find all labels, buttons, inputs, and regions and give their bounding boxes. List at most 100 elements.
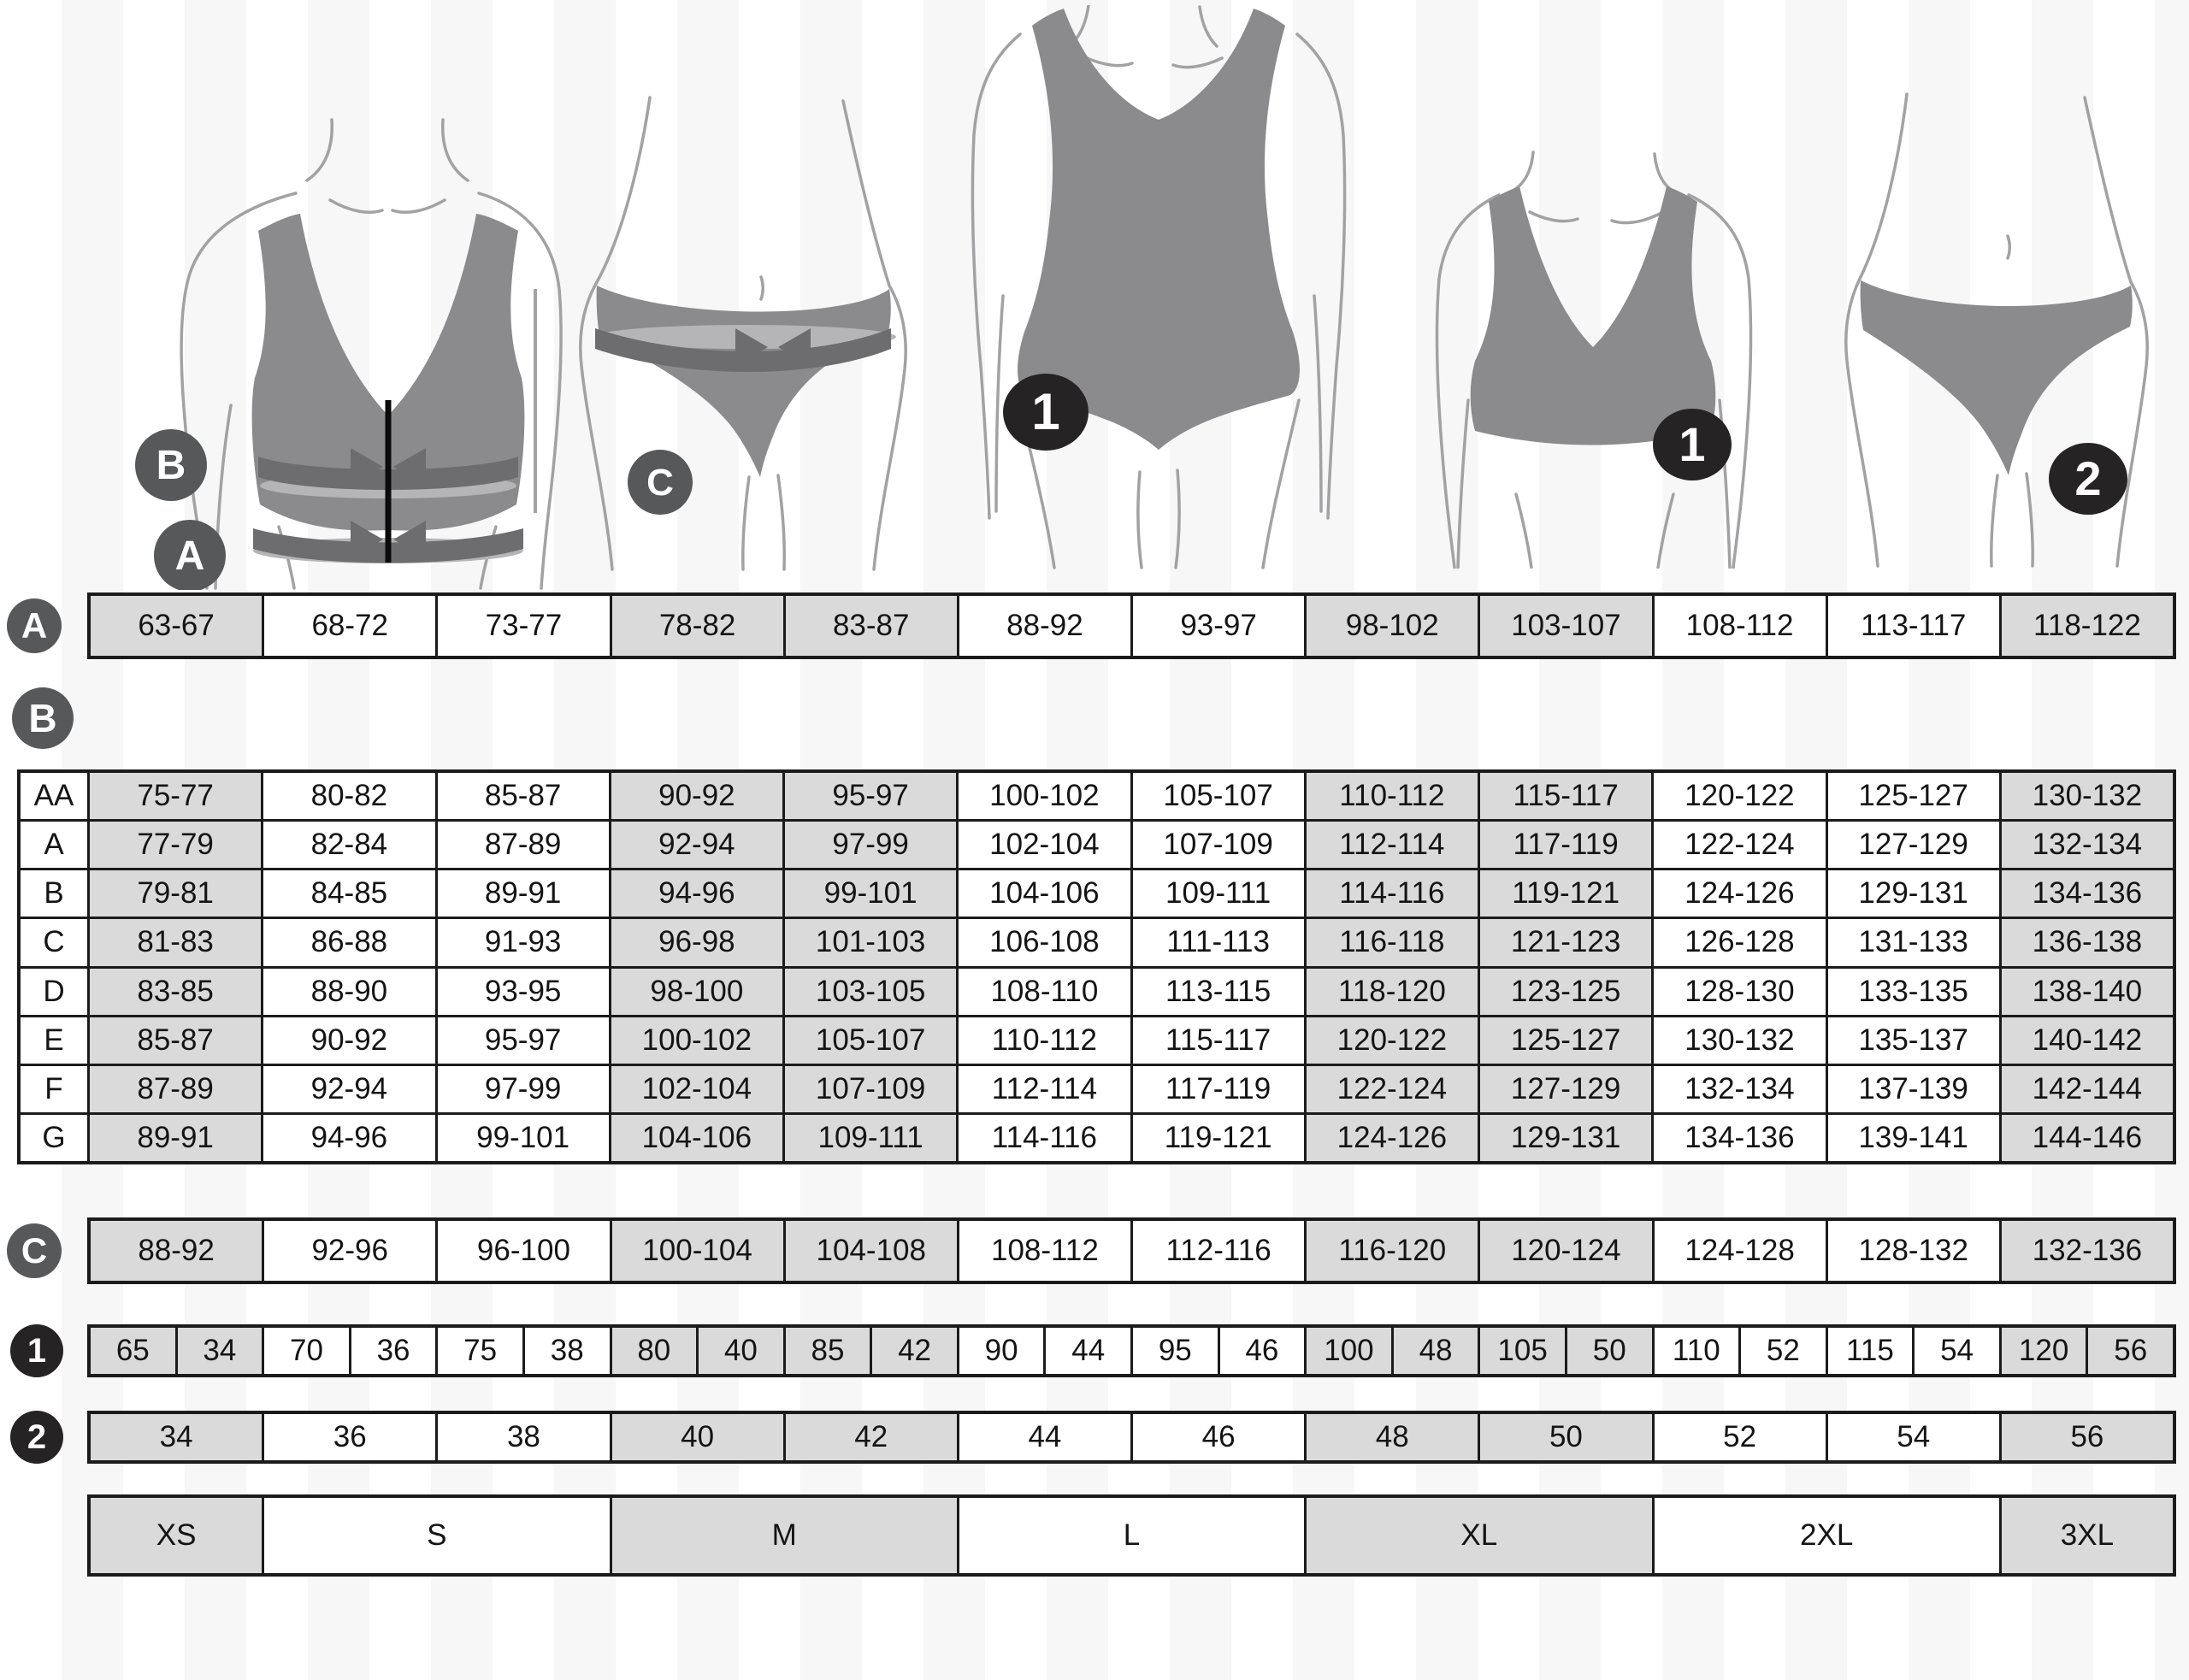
bust-range-cell: 91-93 xyxy=(437,919,609,966)
bust-range-cell: 107-109 xyxy=(1132,822,1304,869)
bust-range-cell: 92-94 xyxy=(611,822,782,869)
underbust-range-cell: 68-72 xyxy=(264,596,436,656)
bust-range-cell: 85-87 xyxy=(90,1017,262,1064)
bust-range-cell: 122-124 xyxy=(1654,822,1826,869)
bust-range-cell: 124-126 xyxy=(1654,870,1826,917)
fit-1-badge-label: 1 xyxy=(27,1331,47,1370)
bust-range-cell: 127-129 xyxy=(1480,1065,1652,1112)
bust-range-cell: 77-79 xyxy=(90,822,262,869)
bust-range-cell: 99-101 xyxy=(437,1114,609,1161)
bust-range-cell: 140-142 xyxy=(2001,1017,2173,1064)
bust-range-cell: 126-128 xyxy=(1654,919,1826,966)
underbust-range-cell: 83-87 xyxy=(785,596,957,656)
fit-2-badge-label: 2 xyxy=(27,1418,47,1456)
bust-range-cell: 104-106 xyxy=(959,870,1130,917)
body-outline xyxy=(579,96,907,571)
numeric-size-cell: 56 xyxy=(2001,1414,2173,1460)
bra-size-cell: 50 xyxy=(1567,1328,1652,1374)
bust-range-cell: 80-82 xyxy=(263,773,435,820)
bust-range-cell: 129-131 xyxy=(1480,1114,1652,1161)
bust-range-cell: 128-130 xyxy=(1654,968,1826,1015)
bra-size-cell: 110 xyxy=(1654,1328,1739,1374)
bust-range-cell: 125-127 xyxy=(1480,1017,1652,1064)
bust-range-cell: 90-92 xyxy=(611,773,782,820)
bust-range-cell: 129-131 xyxy=(1827,870,1999,917)
numeric-size-cell: 48 xyxy=(1307,1414,1478,1460)
hip-range-cell: 120-124 xyxy=(1480,1221,1652,1281)
arrow-left-icon xyxy=(778,328,811,366)
bust-range-cell: 109-111 xyxy=(785,1114,957,1161)
underbust-range-cell: 88-92 xyxy=(959,596,1130,656)
bust-range-cell: 132-134 xyxy=(2001,822,2173,869)
bra-size-cell: 36 xyxy=(351,1328,436,1374)
bra-size-cell: 120 xyxy=(2001,1328,2086,1374)
fit-1-badge: 1 xyxy=(10,1324,63,1377)
bust-range-cell: 130-132 xyxy=(2001,773,2173,820)
bust-range-cell: 99-101 xyxy=(785,870,957,917)
swimsuit-badge: 1 xyxy=(1003,374,1089,451)
bust-range-cell: 113-115 xyxy=(1132,968,1304,1015)
bust-range-cell: 136-138 xyxy=(2001,919,2173,966)
bust-range-cell: 79-81 xyxy=(90,870,262,917)
hip-range-cell: 116-120 xyxy=(1307,1221,1478,1281)
bust-range-cell: 82-84 xyxy=(263,822,435,869)
bust-range-cell: 110-112 xyxy=(1306,773,1478,820)
bra-size-cell: 65 xyxy=(91,1328,175,1374)
bust-range-cell: 89-91 xyxy=(90,1114,262,1161)
cup-label-cell: A xyxy=(21,822,87,869)
numeric-size-cell: 52 xyxy=(1654,1414,1826,1460)
measure-c-marker: C xyxy=(628,450,693,515)
bust-range-cell: 94-96 xyxy=(611,870,782,917)
bust-range-cell: 132-134 xyxy=(1654,1065,1826,1112)
bra-badge-number: 1 xyxy=(1679,417,1705,471)
bust-range-cell: 115-117 xyxy=(1480,773,1652,820)
letter-size-cell: XL xyxy=(1307,1498,1652,1573)
hip-range-cell: 108-112 xyxy=(959,1221,1130,1281)
underbust-range-cell: 108-112 xyxy=(1654,596,1826,656)
bust-range-cell: 86-88 xyxy=(263,919,435,966)
arrow-right-icon xyxy=(351,448,383,486)
bust-range-cell: 102-104 xyxy=(959,822,1130,869)
bust-range-cell: 105-107 xyxy=(1132,773,1304,820)
bust-range-cell: 116-118 xyxy=(1306,919,1478,966)
body-outline xyxy=(1844,92,2149,568)
swimsuit-illustration: 1 xyxy=(971,5,1347,569)
measure-b-letter: B xyxy=(156,443,186,488)
bust-range-cell: 97-99 xyxy=(785,822,957,869)
bust-range-cell: 84-85 xyxy=(263,870,435,917)
bust-range-cell: 83-85 xyxy=(90,968,262,1015)
numeric-size-cell: 36 xyxy=(264,1414,436,1460)
bust-range-cell: 117-119 xyxy=(1480,822,1652,869)
bra-size-table: 65 34 70 36 75 38 80 40 85 42 90 44 95 46 100 48 105 50 11… xyxy=(87,1324,2176,1377)
cup-label-cell: G xyxy=(21,1114,87,1161)
letter-size-cell: L xyxy=(959,1498,1305,1573)
bust-range-cell: 121-123 xyxy=(1480,919,1652,966)
bust-range-cell: 134-136 xyxy=(2001,870,2173,917)
panty-badge: 2 xyxy=(2049,443,2127,515)
bust-range-cell: 119-121 xyxy=(1480,870,1652,917)
measure-b-badge: B xyxy=(12,687,74,749)
bust-range-cell: 131-133 xyxy=(1827,919,1999,966)
bust-range-cell: 92-94 xyxy=(263,1065,435,1112)
bust-range-cell: 94-96 xyxy=(263,1114,435,1161)
bra-size-cell: 100 xyxy=(1307,1328,1391,1374)
hip-range-cell: 96-100 xyxy=(438,1221,610,1281)
bra-size-cell: 90 xyxy=(959,1328,1044,1374)
bust-range-cell: 123-125 xyxy=(1480,968,1652,1015)
underbust-range-cell: 103-107 xyxy=(1480,596,1652,656)
bust-range-cell: 88-90 xyxy=(263,968,435,1015)
bust-range-cell: 134-136 xyxy=(1654,1114,1826,1161)
arrow-right-icon xyxy=(735,328,768,366)
arrow-left-icon xyxy=(393,521,426,558)
bust-range-cell: 127-129 xyxy=(1827,822,1999,869)
bra-size-cell: 42 xyxy=(872,1328,957,1374)
bra-size-cell: 85 xyxy=(785,1328,870,1374)
bust-range-cell: 87-89 xyxy=(90,1065,262,1112)
bust-range-cell: 104-106 xyxy=(611,1114,782,1161)
hip-range-cell: 100-104 xyxy=(611,1221,783,1281)
numeric-size-cell: 54 xyxy=(1827,1414,1999,1460)
letter-size-cell: 2XL xyxy=(1654,1498,1999,1573)
bra-size-cell: 44 xyxy=(1046,1328,1130,1374)
bust-range-cell: 96-98 xyxy=(611,919,782,966)
